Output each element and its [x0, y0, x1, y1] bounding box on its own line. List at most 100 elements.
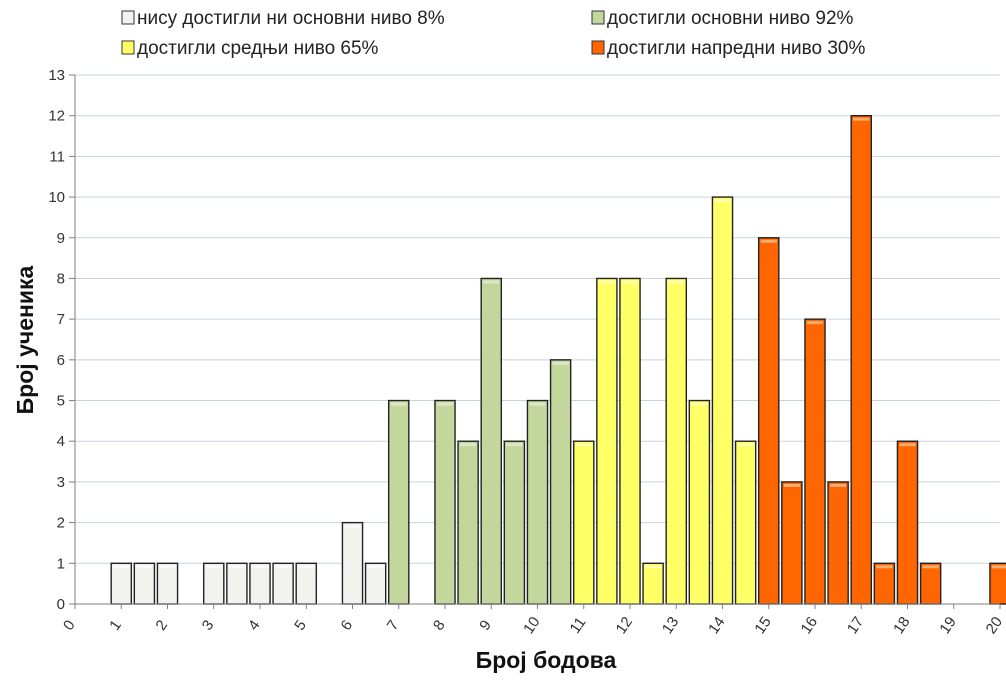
bar: [272, 562, 294, 605]
legend-swatch: [591, 10, 605, 25]
bar-highlight: [853, 117, 870, 121]
bar-highlight: [251, 565, 269, 569]
bar-highlight: [228, 565, 245, 569]
x-tick-label: 1: [106, 617, 125, 634]
bar-highlight: [668, 280, 685, 284]
bar-highlight: [737, 443, 754, 447]
y-tick-label: 11: [49, 148, 65, 165]
bar-highlight: [552, 361, 569, 365]
bar: [364, 562, 387, 605]
bar: [989, 562, 1006, 605]
bar: [295, 562, 318, 605]
x-tick-label: 17: [844, 614, 867, 637]
x-tick-label: 2: [152, 617, 171, 634]
bar-highlight: [113, 565, 130, 569]
y-tick-label: 4: [57, 433, 65, 450]
legend-label: достигли средњи ниво 65%: [137, 38, 379, 59]
bar-highlight: [390, 402, 407, 406]
bar: [226, 562, 248, 605]
y-tick-label: 9: [57, 230, 65, 247]
bar-highlight: [783, 483, 800, 487]
bar: [202, 562, 225, 605]
bar: [503, 440, 526, 605]
y-tick-label: 3: [57, 474, 65, 491]
y-tick-label: 1: [57, 555, 65, 572]
x-tick-label: 19: [936, 614, 959, 637]
x-tick-labels: 0 1 2 3 4 5 6 7 8 9 10 11 12 13 14 15 16 17 18 19 20: [60, 614, 1006, 637]
bar-highlight: [621, 280, 639, 284]
x-tick-label: 5: [291, 617, 310, 634]
legend-label: достигли основни ниво 92%: [607, 8, 854, 29]
legend-swatch: [121, 10, 135, 25]
bar-highlight: [159, 565, 176, 569]
x-tick-label: 18: [890, 614, 913, 637]
x-tick-label: 11: [567, 614, 590, 637]
bar-highlight: [876, 565, 893, 569]
bar-highlight: [645, 565, 662, 569]
bar-highlight: [460, 443, 477, 447]
x-tick-label: 20: [983, 614, 1006, 637]
bar: [896, 440, 919, 605]
bar: [387, 399, 410, 605]
bar: [781, 481, 803, 605]
axes: [69, 74, 1001, 609]
x-tick-label: 16: [798, 614, 821, 637]
bar-highlight: [991, 565, 1006, 569]
y-tick-label: 6: [57, 352, 65, 369]
bar: [249, 562, 271, 605]
bar: [665, 277, 688, 605]
bar: [341, 521, 364, 605]
bar: [711, 196, 734, 605]
y-tick-label: 12: [48, 108, 65, 125]
bar: [757, 237, 780, 605]
bar-highlight: [483, 280, 500, 284]
x-tick-label: 14: [705, 614, 728, 637]
bar: [110, 562, 133, 605]
bar-highlight: [205, 565, 222, 569]
bar: [526, 399, 549, 605]
y-tick-label: 0: [57, 596, 65, 613]
x-tick-label: 8: [430, 617, 449, 634]
y-tick-label: 10: [48, 189, 65, 206]
x-tick-label: 6: [337, 617, 356, 634]
bar-highlight: [298, 565, 315, 569]
x-tick-label: 7: [384, 617, 403, 634]
bar: [549, 359, 572, 605]
y-tick-label: 8: [57, 270, 65, 287]
x-tick-label: 3: [199, 617, 218, 634]
bar: [156, 562, 179, 605]
legend-label: нису достигли ни основни ниво 8%: [137, 8, 445, 29]
bar-highlight: [760, 239, 777, 243]
x-tick-label: 13: [659, 614, 682, 637]
x-tick-label: 9: [476, 617, 495, 634]
x-tick-label: 4: [245, 617, 264, 634]
bar: [457, 440, 479, 605]
bar: [133, 562, 156, 605]
bar-highlight: [714, 199, 731, 203]
bar: [572, 440, 595, 605]
x-tick-label: 10: [520, 614, 543, 637]
bar-highlight: [436, 402, 454, 406]
bar-highlight: [506, 443, 523, 447]
y-tick-label: 13: [48, 67, 65, 84]
bar: [480, 277, 503, 605]
bar-highlight: [899, 443, 916, 447]
y-tick-label: 5: [57, 393, 65, 410]
bar: [873, 562, 896, 605]
bar: [919, 562, 942, 605]
bar-highlight: [529, 402, 546, 406]
bar: [804, 318, 826, 605]
bar-highlight: [598, 280, 615, 284]
bar-highlight: [575, 443, 592, 447]
bar: [619, 277, 641, 605]
x-tick-label: 12: [613, 614, 636, 637]
legend-swatch: [591, 40, 605, 55]
bar-highlight: [830, 483, 847, 487]
bar: [850, 114, 873, 605]
bars: [110, 114, 1006, 605]
legend: нису достигли ни основни ниво 8% достигли…: [121, 8, 865, 59]
bar: [596, 277, 618, 605]
bar: [434, 399, 456, 605]
